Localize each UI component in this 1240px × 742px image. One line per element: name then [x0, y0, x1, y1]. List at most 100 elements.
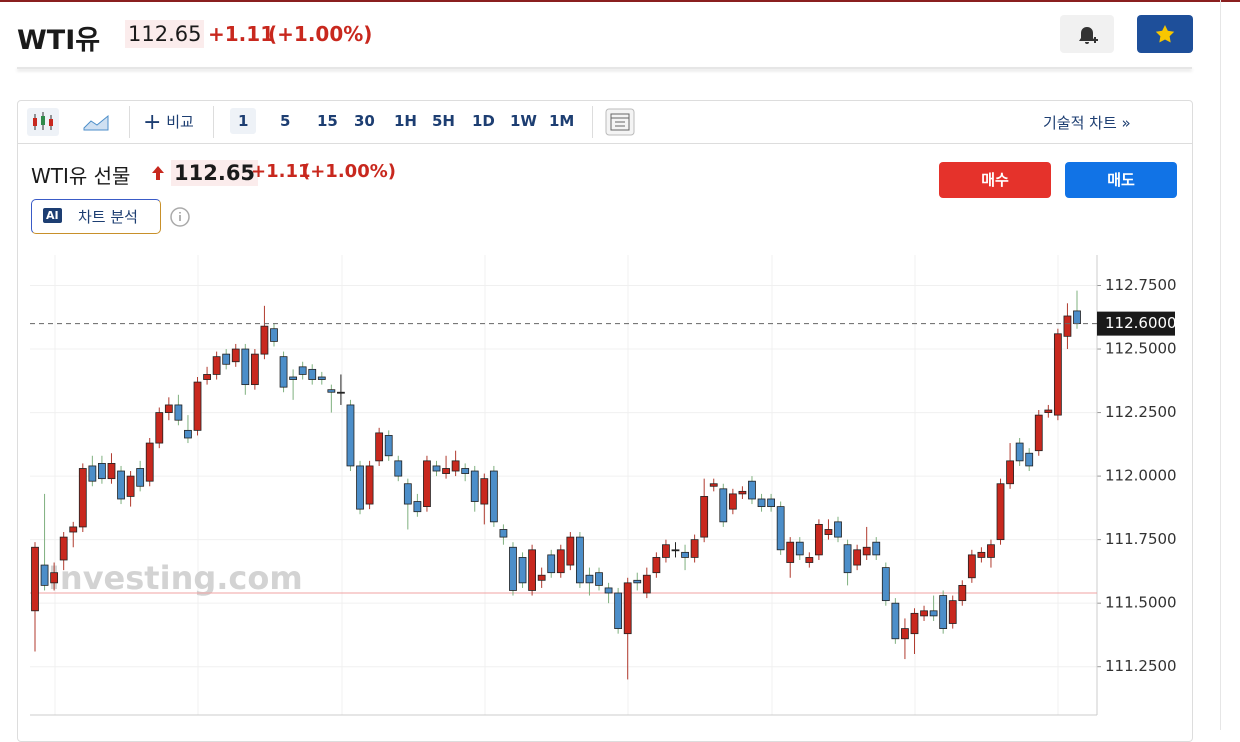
price: 112.65 [125, 20, 205, 48]
ai-analysis-button[interactable]: AI 차트 분석 [31, 199, 161, 234]
candle-body [136, 468, 145, 487]
candle-body [365, 465, 374, 505]
last-price-label: 112.6000 [1105, 314, 1177, 332]
candle-body [948, 600, 957, 624]
interval-button[interactable]: 1D [472, 112, 495, 130]
interval-button[interactable]: 1M [549, 112, 575, 130]
candle-body [1063, 315, 1072, 337]
candle-body [652, 557, 661, 574]
candle-body [98, 462, 106, 480]
candle-body [872, 541, 881, 556]
sell-button[interactable]: 매도 [1065, 162, 1177, 198]
compare-button[interactable]: + 비교 [143, 110, 194, 135]
interval-button[interactable]: 1W [510, 112, 537, 130]
candle-body [967, 554, 976, 579]
candle-body [958, 584, 967, 602]
candle-body [518, 557, 527, 584]
candle-body [107, 462, 116, 480]
candle-body [929, 610, 938, 617]
instrument-change-pct: (+1.00%) [302, 161, 396, 182]
candle-body [910, 612, 919, 635]
candle-body [528, 549, 537, 591]
candle-body [50, 572, 59, 584]
area-type-button[interactable] [82, 110, 110, 134]
change: +1.11 [208, 22, 275, 46]
candle-body [939, 595, 948, 629]
candle-body [920, 610, 928, 617]
candle-body [193, 381, 202, 431]
plus-icon: + [143, 110, 162, 135]
interval-button[interactable]: 30 [354, 112, 375, 130]
candle-type-button[interactable] [27, 108, 59, 136]
toolbar-divider [17, 143, 1192, 144]
candle-body [69, 526, 78, 533]
candle-body [700, 496, 709, 538]
interval-button[interactable]: 5H [432, 112, 455, 130]
candle-body [499, 529, 508, 538]
candle-body [642, 574, 651, 594]
candle-body [145, 442, 154, 482]
candle-body [795, 541, 804, 556]
y-tick-label: 111.5000 [1105, 594, 1177, 612]
candle-body [728, 493, 737, 510]
candle-body [1073, 310, 1081, 325]
candle-body [117, 470, 125, 500]
candle-body [289, 376, 298, 380]
buy-button[interactable]: 매수 [939, 162, 1051, 198]
candle-body [489, 470, 498, 523]
candle-body [356, 465, 364, 510]
candle-body [1034, 414, 1043, 452]
candle-body [738, 490, 747, 495]
candle-body [164, 404, 173, 413]
candle-body [786, 541, 795, 563]
candle-body [375, 432, 384, 462]
candle-body [757, 498, 766, 508]
change-pct: (+1.00%) [268, 22, 373, 46]
star-icon [1155, 25, 1175, 43]
candle-body [767, 498, 775, 508]
scroll-edge [1220, 0, 1221, 730]
candle-body [78, 468, 87, 528]
candle-body [384, 435, 393, 457]
candle-body [31, 546, 39, 612]
candle-body [155, 412, 164, 444]
candle-body [1015, 442, 1024, 462]
separator [592, 106, 593, 138]
candle-body [59, 536, 68, 561]
candle-body [241, 348, 250, 386]
watchlist-button[interactable] [1137, 15, 1193, 53]
candle-body [614, 592, 623, 629]
alert-button[interactable] [1060, 15, 1114, 53]
candle-body [423, 460, 431, 508]
candle-body [690, 539, 699, 558]
technical-link[interactable]: 기술적 차트 » [1043, 114, 1131, 132]
candle-body [604, 587, 613, 594]
candle-body [595, 572, 603, 586]
title: WTI유 [17, 25, 101, 56]
interval-button[interactable]: 5 [280, 112, 291, 130]
candle-body [394, 460, 403, 477]
watermark: Investing.com [48, 559, 303, 597]
candle-body [585, 574, 594, 584]
candle-body [537, 574, 546, 581]
candle-body [260, 325, 269, 355]
candle-body [346, 404, 355, 467]
interval-button[interactable]: 1H [394, 112, 417, 130]
candle-body [451, 460, 460, 472]
header-divider [17, 67, 1192, 69]
candle-body [308, 368, 317, 380]
candle-body [556, 549, 565, 574]
candle-body [480, 478, 489, 505]
layout-button[interactable] [605, 108, 635, 136]
ai-badge: AI [43, 208, 62, 223]
candle-body [403, 483, 412, 505]
interval-button[interactable]: 1 [230, 108, 257, 134]
info-icon[interactable] [169, 206, 191, 228]
interval-button[interactable]: 15 [317, 112, 338, 130]
candle-body [432, 465, 441, 472]
instrument-name: WTI유 선물 [31, 164, 131, 188]
candle-body [250, 353, 259, 386]
